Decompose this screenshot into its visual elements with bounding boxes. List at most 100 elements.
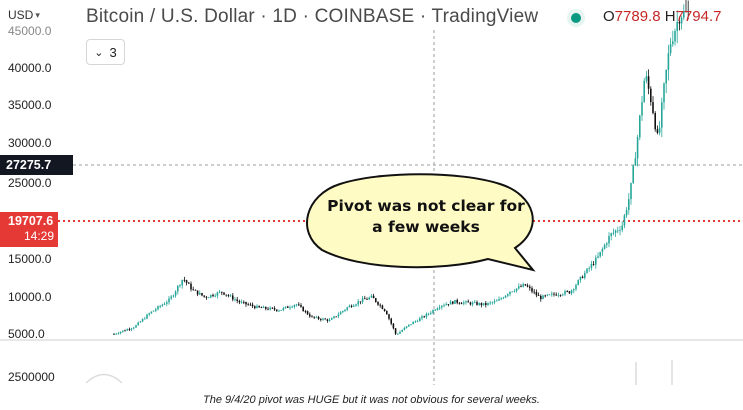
- candle-body: [467, 301, 469, 303]
- candle-body: [269, 307, 271, 310]
- candle-body: [421, 316, 423, 319]
- candle-body: [661, 102, 663, 128]
- candle-body: [667, 53, 670, 70]
- candle-body: [258, 305, 260, 308]
- chart-area[interactable]: Pivot was not clear for a few weeks USD …: [0, 0, 743, 385]
- candle-body: [557, 294, 560, 296]
- candle-body: [190, 283, 192, 290]
- candle-body: [436, 308, 439, 310]
- candle-body: [555, 294, 557, 296]
- candle-body: [476, 302, 478, 305]
- candle-body: [562, 294, 564, 296]
- symbol-title: Bitcoin / U.S. Dollar · 1D · COINBASE · …: [86, 6, 539, 27]
- candle-body: [174, 291, 177, 296]
- candle-body: [597, 256, 599, 258]
- candle-body: [157, 306, 159, 310]
- ohlc-open-label: O: [603, 8, 615, 25]
- candle-body: [443, 305, 445, 307]
- annotation-text: Pivot was not clear for a few weeks: [312, 196, 540, 238]
- candle-body: [546, 294, 549, 296]
- candle-body: [654, 113, 656, 130]
- chevron-down-icon: ▾: [35, 9, 40, 20]
- candle-body: [621, 225, 623, 230]
- candle-body: [542, 295, 544, 300]
- candle-body: [172, 295, 175, 297]
- annotation-line-1: Pivot was not clear for: [327, 197, 525, 215]
- candle-body: [507, 294, 509, 296]
- candle-body: [643, 80, 645, 103]
- price-chart[interactable]: [0, 0, 743, 385]
- candle-body: [500, 298, 502, 300]
- candle-body: [588, 267, 590, 269]
- candle-body: [392, 323, 395, 329]
- candle-body: [419, 318, 421, 322]
- candle-body: [465, 301, 467, 303]
- candle-body: [535, 292, 538, 296]
- candle-body: [612, 232, 615, 234]
- price-axis-label: 45000.0: [8, 24, 52, 38]
- current-price-tag: 27275.7: [0, 155, 73, 175]
- candle-body: [289, 307, 291, 309]
- candle-body: [355, 304, 357, 306]
- candle-body: [240, 301, 243, 303]
- candle-body: [381, 305, 384, 309]
- candle-body: [359, 301, 362, 303]
- currency-selector[interactable]: USD ▾: [8, 8, 40, 22]
- candle-body: [238, 300, 241, 303]
- candle-body: [566, 291, 568, 292]
- candle-body: [293, 305, 296, 307]
- candle-body: [441, 305, 443, 308]
- candle-body: [586, 268, 588, 273]
- candle-body: [447, 304, 450, 305]
- candle-body: [489, 302, 491, 304]
- candle-body: [630, 182, 632, 200]
- candle-body: [394, 328, 397, 334]
- annotation-bubble: [306, 173, 536, 272]
- candle-body: [346, 307, 348, 310]
- candle-body: [379, 304, 381, 306]
- candle-body: [315, 317, 318, 318]
- candle-body: [243, 301, 245, 303]
- candle-body: [144, 318, 146, 320]
- volume-pane-arc: [85, 373, 123, 384]
- candle-body: [672, 41, 674, 45]
- candle-body: [322, 318, 324, 320]
- chart-header: USD ▾ Bitcoin / U.S. Dollar · 1D · COINB…: [0, 0, 743, 36]
- candle-body: [273, 308, 276, 310]
- candle-body: [152, 310, 155, 312]
- candle-body: [683, 11, 685, 18]
- candle-body: [678, 21, 681, 24]
- candle-body: [634, 158, 637, 166]
- candle-body: [449, 301, 452, 305]
- candle-body: [687, 11, 689, 13]
- candle-body: [271, 307, 274, 309]
- candle-body: [434, 309, 436, 311]
- candle-body: [348, 305, 351, 308]
- candle-body: [445, 304, 447, 306]
- candle-body: [526, 285, 529, 287]
- indicators-collapse-button[interactable]: ⌄ 3: [86, 39, 125, 65]
- candle-body: [614, 230, 617, 233]
- candle-body: [225, 294, 227, 296]
- candle-body: [265, 306, 267, 309]
- candle-body: [282, 307, 285, 310]
- candle-body: [617, 230, 619, 232]
- candle-body: [284, 306, 287, 308]
- candle-body: [126, 329, 128, 331]
- market-status-icon[interactable]: [571, 13, 581, 23]
- candle-body: [485, 303, 487, 306]
- candle-body: [388, 314, 390, 319]
- candle-body: [575, 284, 577, 290]
- candle-body: [383, 308, 386, 312]
- candles-group: [113, 0, 689, 336]
- candle-body: [320, 318, 322, 320]
- candle-body: [128, 329, 131, 330]
- candle-body: [218, 291, 221, 293]
- candle-body: [427, 313, 430, 315]
- candle-body: [482, 303, 485, 306]
- candle-body: [179, 285, 181, 287]
- candle-body: [302, 306, 304, 312]
- candle-body: [342, 310, 344, 313]
- ohlc-high-value: 7794.7: [675, 8, 722, 25]
- candle-body: [636, 137, 639, 159]
